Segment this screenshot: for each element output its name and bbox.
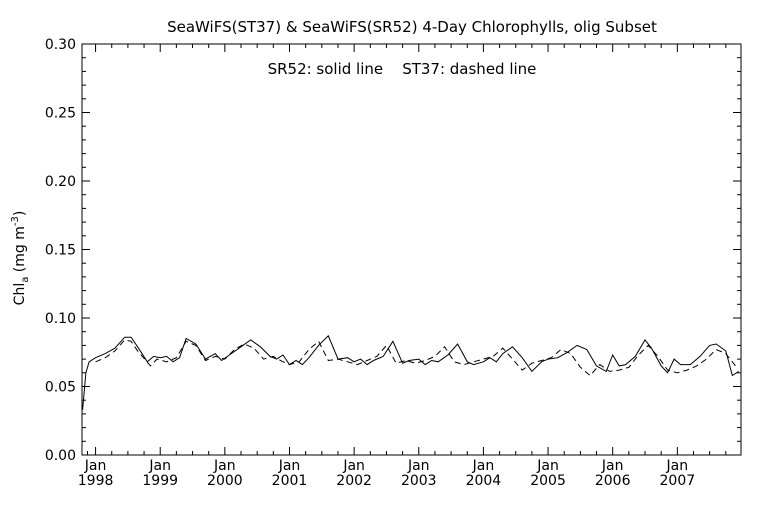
x-tick-year: 2000	[207, 473, 243, 489]
x-tick-year: 2007	[660, 473, 696, 489]
y-axis-label-subscript: a	[20, 277, 31, 283]
y-axis-label-units: (mg m	[12, 226, 28, 277]
x-tick-month: Jan	[407, 458, 430, 474]
x-tick-month: Jan	[536, 458, 559, 474]
x-tick-month: Jan	[666, 458, 689, 474]
y-axis-label-main: Chl	[12, 283, 28, 306]
x-tick-month: Jan	[601, 458, 624, 474]
series-line-sr52	[82, 334, 739, 410]
x-tick-month: Jan	[472, 458, 495, 474]
x-tick-month: Jan	[148, 458, 171, 474]
x-tick-year: 2004	[466, 473, 502, 489]
x-tick-year: 2006	[595, 473, 631, 489]
x-tick-month: Jan	[213, 458, 236, 474]
x-tick-month: Jan	[342, 458, 365, 474]
y-tick-label: 0.25	[45, 106, 76, 122]
plot-frame	[81, 43, 742, 456]
y-axis-label-superscript: -3	[10, 216, 21, 226]
x-tick-year: 2002	[336, 473, 372, 489]
y-axis-label: Chla (mg m-3)	[10, 211, 31, 306]
x-tick-year: 1998	[78, 473, 114, 489]
y-axis: 0.00 0.05 0.10 0.15 0.20 0.25 0.30	[45, 37, 741, 464]
x-tick-year: 1999	[142, 473, 178, 489]
x-tick-month: Jan	[278, 458, 301, 474]
y-tick-label: 0.20	[45, 174, 76, 190]
x-tick-month: Jan	[84, 458, 107, 474]
y-tick-label: 0.05	[45, 380, 76, 396]
x-axis: Jan1998Jan1999Jan2000Jan2001Jan2002Jan20…	[78, 44, 727, 489]
chart-title: SeaWiFS(ST37) & SeaWiFS(SR52) 4-Day Chlo…	[167, 18, 657, 36]
y-tick-label: 0.00	[45, 448, 76, 464]
line-style-annotation: SR52: solid line ST37: dashed line	[268, 60, 537, 78]
x-tick-year: 2003	[401, 473, 437, 489]
y-axis-label-close: )	[12, 211, 28, 216]
y-tick-label: 0.10	[45, 311, 76, 327]
y-tick-label: 0.15	[45, 243, 76, 259]
series-layer	[82, 334, 739, 410]
series-line-st37	[95, 339, 736, 377]
y-tick-label: 0.30	[45, 37, 76, 53]
x-tick-year: 2005	[530, 473, 566, 489]
x-tick-year: 2001	[272, 473, 308, 489]
